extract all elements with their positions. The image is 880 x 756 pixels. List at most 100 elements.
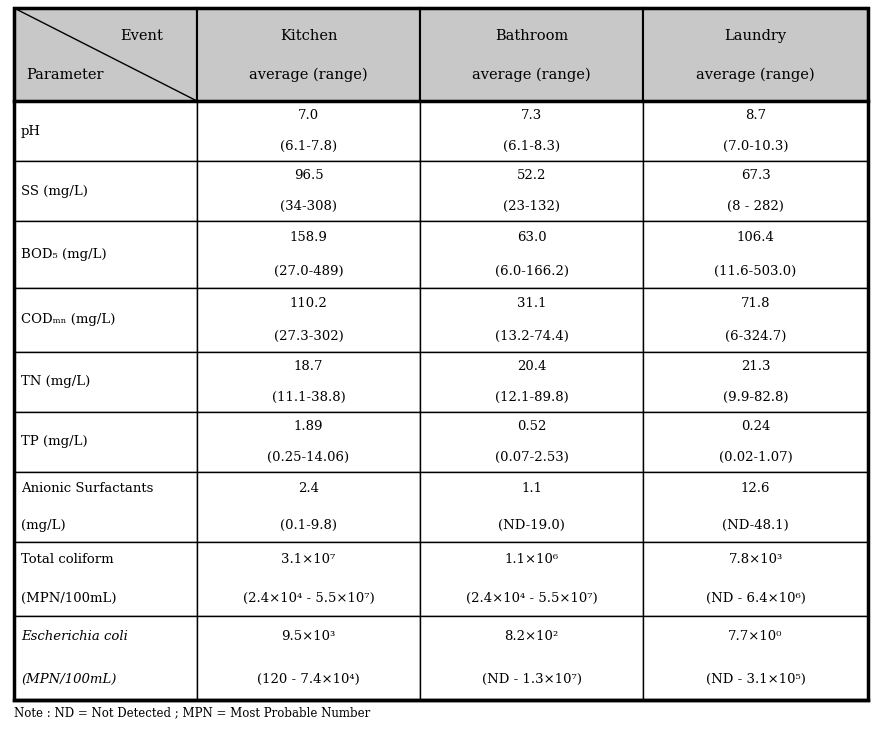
Text: (0.25-14.06): (0.25-14.06) [268, 451, 349, 464]
Bar [14, 412, 197, 472]
Bar [14, 472, 197, 542]
Text: (6.1-7.8): (6.1-7.8) [280, 140, 337, 153]
Text: (12.1-89.8): (12.1-89.8) [495, 391, 568, 404]
Bar [643, 288, 868, 352]
Bar [420, 542, 643, 616]
Text: Note : ND = Not Detected ; MPN = Most Probable Number: Note : ND = Not Detected ; MPN = Most Pr… [14, 706, 370, 719]
Text: 71.8: 71.8 [741, 297, 770, 310]
Bar [420, 101, 643, 161]
Text: (MPN/100mL): (MPN/100mL) [21, 592, 116, 605]
Bar [14, 352, 197, 412]
Text: (13.2-74.4): (13.2-74.4) [495, 330, 568, 343]
Text: (6.1-8.3): (6.1-8.3) [503, 140, 560, 153]
Text: Total coliform: Total coliform [21, 553, 114, 566]
Text: 158.9: 158.9 [290, 231, 327, 243]
Text: (ND - 6.4×10⁶): (ND - 6.4×10⁶) [706, 592, 805, 605]
Bar [14, 101, 197, 161]
Bar [14, 221, 197, 288]
Text: SS (mg/L): SS (mg/L) [21, 184, 88, 197]
Text: (mg/L): (mg/L) [21, 519, 66, 531]
Text: TN (mg/L): TN (mg/L) [21, 376, 91, 389]
Bar [197, 161, 420, 221]
Text: (27.3-302): (27.3-302) [274, 330, 343, 343]
Text: (23-132): (23-132) [503, 200, 560, 213]
Text: (34-308): (34-308) [280, 200, 337, 213]
Bar [14, 288, 197, 352]
Bar [420, 221, 643, 288]
Text: 2.4: 2.4 [298, 482, 319, 495]
Text: (6.0-166.2): (6.0-166.2) [495, 265, 568, 278]
Bar [420, 616, 643, 700]
Text: 8.2×10²: 8.2×10² [504, 630, 559, 643]
Text: Anionic Surfactants: Anionic Surfactants [21, 482, 153, 495]
Text: Kitchen: Kitchen [280, 29, 337, 43]
Text: 67.3: 67.3 [741, 169, 770, 182]
Bar [643, 412, 868, 472]
Text: Laundry: Laundry [724, 29, 787, 43]
Text: (0.1-9.8): (0.1-9.8) [280, 519, 337, 531]
Bar [197, 8, 420, 101]
Text: (ND - 3.1×10⁵): (ND - 3.1×10⁵) [706, 674, 805, 686]
Text: 0.24: 0.24 [741, 420, 770, 433]
Text: 18.7: 18.7 [294, 360, 323, 373]
Bar [14, 8, 197, 101]
Bar [643, 221, 868, 288]
Text: 0.52: 0.52 [517, 420, 546, 433]
Text: (0.02-1.07): (0.02-1.07) [719, 451, 792, 464]
Text: 106.4: 106.4 [737, 231, 774, 243]
Bar [197, 542, 420, 616]
Text: Parameter: Parameter [26, 68, 104, 82]
Text: (6-324.7): (6-324.7) [725, 330, 786, 343]
Bar [643, 352, 868, 412]
Text: Escherichia coli: Escherichia coli [21, 630, 128, 643]
Text: 63.0: 63.0 [517, 231, 546, 243]
Bar [197, 472, 420, 542]
Text: 9.5×10³: 9.5×10³ [282, 630, 335, 643]
Bar [197, 412, 420, 472]
Text: 1.1: 1.1 [521, 482, 542, 495]
Bar [420, 412, 643, 472]
Text: 3.1×10⁷: 3.1×10⁷ [282, 553, 335, 566]
Text: (11.1-38.8): (11.1-38.8) [272, 391, 345, 404]
Bar [14, 616, 197, 700]
Bar [643, 8, 868, 101]
Text: 7.0: 7.0 [298, 109, 319, 122]
Text: (2.4×10⁴ - 5.5×10⁷): (2.4×10⁴ - 5.5×10⁷) [466, 592, 598, 605]
Text: 7.7×10⁰: 7.7×10⁰ [729, 630, 782, 643]
Bar [197, 101, 420, 161]
Text: (27.0-489): (27.0-489) [274, 265, 343, 278]
Text: 1.89: 1.89 [294, 420, 323, 433]
Text: 31.1: 31.1 [517, 297, 546, 310]
Bar [420, 472, 643, 542]
Bar [643, 101, 868, 161]
Bar [420, 8, 643, 101]
Text: 110.2: 110.2 [290, 297, 327, 310]
Text: BOD₅ (mg/L): BOD₅ (mg/L) [21, 248, 106, 261]
Text: 96.5: 96.5 [294, 169, 323, 182]
Bar [197, 221, 420, 288]
Text: pH: pH [21, 125, 41, 138]
Bar [14, 542, 197, 616]
Text: (7.0-10.3): (7.0-10.3) [722, 140, 788, 153]
Bar [197, 616, 420, 700]
Text: (9.9-82.8): (9.9-82.8) [722, 391, 788, 404]
Text: 7.3: 7.3 [521, 109, 542, 122]
Bar [643, 542, 868, 616]
Text: 21.3: 21.3 [741, 360, 770, 373]
Text: average (range): average (range) [473, 68, 590, 82]
Bar [420, 288, 643, 352]
Text: 8.7: 8.7 [745, 109, 766, 122]
Bar [197, 288, 420, 352]
Bar [643, 616, 868, 700]
Text: (MPN/100mL): (MPN/100mL) [21, 674, 116, 686]
Bar [14, 161, 197, 221]
Text: average (range): average (range) [249, 68, 368, 82]
Text: 52.2: 52.2 [517, 169, 546, 182]
Bar [197, 352, 420, 412]
Text: (0.07-2.53): (0.07-2.53) [495, 451, 568, 464]
Text: (8 - 282): (8 - 282) [727, 200, 784, 213]
Text: (ND-48.1): (ND-48.1) [722, 519, 788, 531]
Text: Bathroom: Bathroom [495, 29, 568, 43]
Bar [420, 161, 643, 221]
Text: (2.4×10⁴ - 5.5×10⁷): (2.4×10⁴ - 5.5×10⁷) [243, 592, 374, 605]
